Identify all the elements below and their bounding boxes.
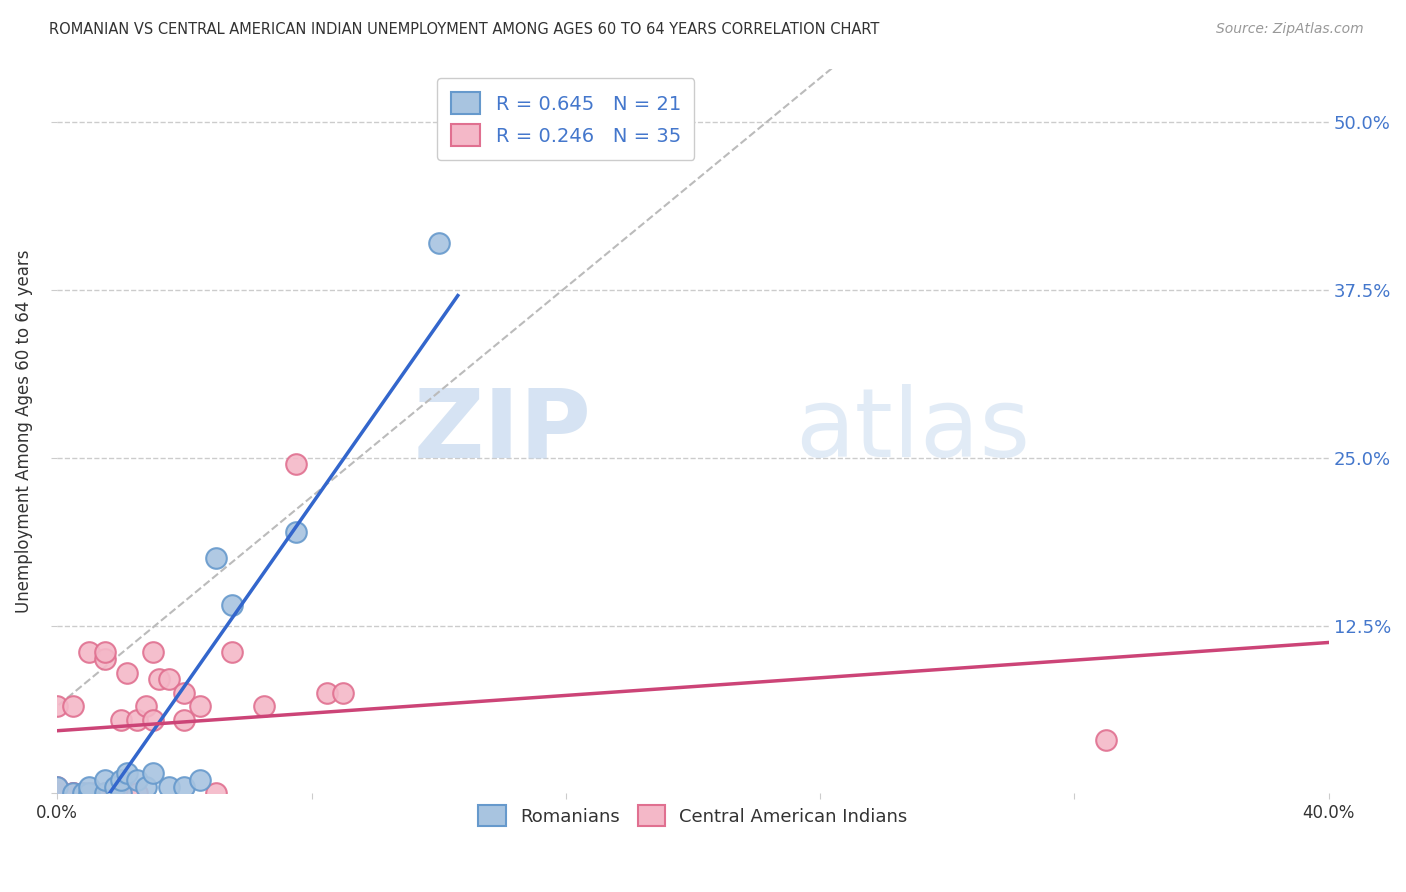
Y-axis label: Unemployment Among Ages 60 to 64 years: Unemployment Among Ages 60 to 64 years: [15, 249, 32, 613]
Point: [110, 713, 132, 727]
Point: [110, 772, 132, 787]
Point: [72, 786, 94, 800]
Point: [72, 786, 94, 800]
Point: [110, 786, 132, 800]
Point: [46, 699, 69, 714]
Point: [125, 772, 148, 787]
Point: [62, 786, 84, 800]
Text: ROMANIAN VS CENTRAL AMERICAN INDIAN UNEMPLOYMENT AMONG AGES 60 TO 64 YEARS CORRE: ROMANIAN VS CENTRAL AMERICAN INDIAN UNEM…: [49, 22, 880, 37]
Point: [157, 672, 180, 686]
Point: [148, 672, 170, 686]
Point: [135, 699, 157, 714]
Point: [46, 780, 69, 794]
Point: [110, 786, 132, 800]
Point: [77, 645, 100, 659]
Point: [316, 686, 339, 700]
Point: [1095, 732, 1118, 747]
Legend: Romanians, Central American Indians: Romanians, Central American Indians: [470, 797, 917, 835]
Point: [427, 235, 450, 250]
Point: [142, 766, 165, 780]
Point: [135, 780, 157, 794]
Point: [125, 713, 148, 727]
Point: [173, 686, 195, 700]
Point: [62, 786, 84, 800]
Point: [205, 786, 228, 800]
Point: [115, 665, 138, 680]
Text: atlas: atlas: [794, 384, 1029, 477]
Point: [188, 772, 211, 787]
Point: [77, 786, 100, 800]
Point: [115, 766, 138, 780]
Point: [62, 699, 84, 714]
Point: [205, 551, 228, 566]
Point: [157, 780, 180, 794]
Text: ZIP: ZIP: [413, 384, 592, 477]
Point: [46, 786, 69, 800]
Point: [103, 786, 125, 800]
Point: [221, 645, 243, 659]
Point: [77, 780, 100, 794]
Point: [94, 772, 117, 787]
Point: [62, 786, 84, 800]
Point: [332, 686, 354, 700]
Point: [173, 780, 195, 794]
Point: [253, 699, 276, 714]
Point: [46, 780, 69, 794]
Point: [94, 786, 117, 800]
Point: [103, 780, 125, 794]
Point: [142, 713, 165, 727]
Text: Source: ZipAtlas.com: Source: ZipAtlas.com: [1216, 22, 1364, 37]
Point: [125, 786, 148, 800]
Point: [173, 713, 195, 727]
Point: [142, 645, 165, 659]
Point: [284, 524, 307, 539]
Point: [284, 458, 307, 472]
Point: [94, 645, 117, 659]
Point: [94, 652, 117, 666]
Point: [46, 786, 69, 800]
Point: [188, 699, 211, 714]
Point: [94, 786, 117, 800]
Point: [77, 786, 100, 800]
Point: [84, 786, 107, 800]
Point: [221, 599, 243, 613]
